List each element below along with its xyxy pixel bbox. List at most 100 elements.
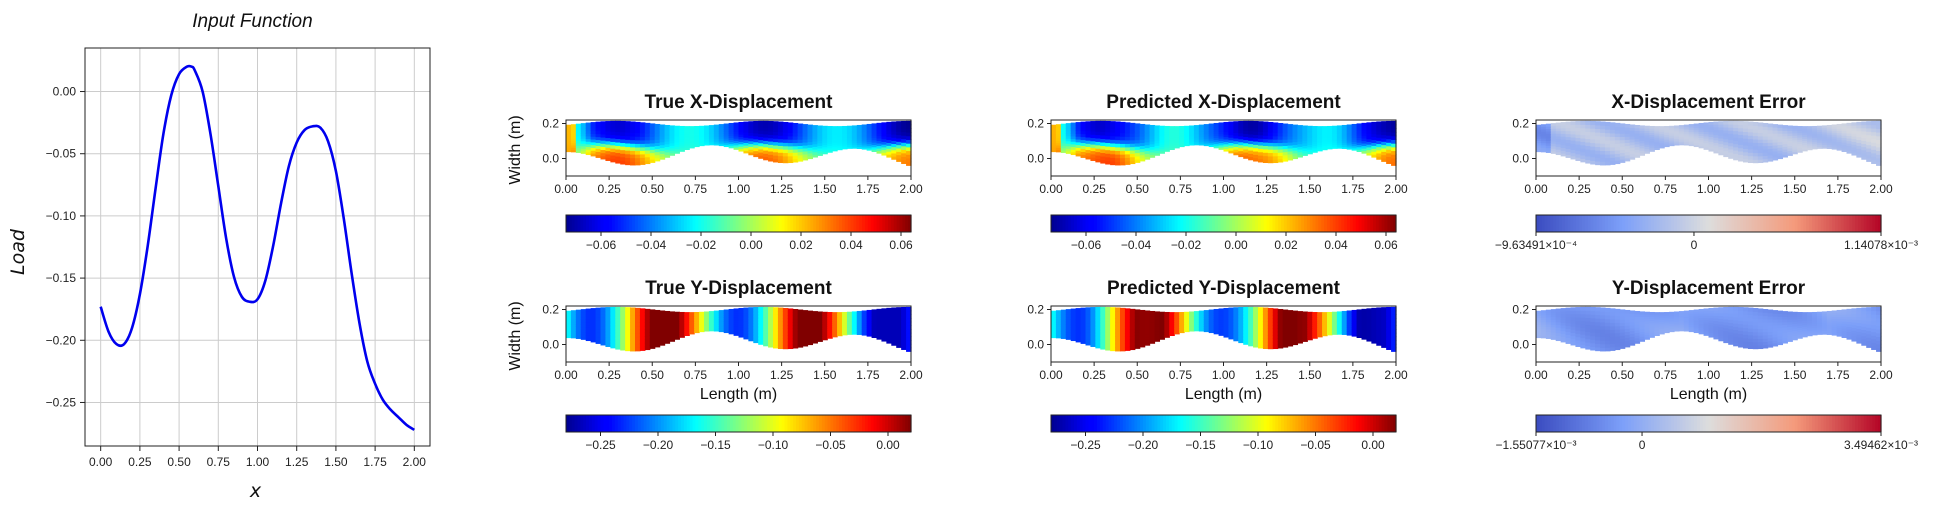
heatmap-cell [906,347,912,352]
heatmap-cell [1208,123,1215,127]
heatmap-cell [1302,145,1308,149]
colorbar-segment [1367,215,1371,232]
heatmap-cell [1149,327,1156,331]
heatmap-cell [876,135,883,139]
heatmap-cell [718,311,725,315]
heatmap-title: True X-Displacement [645,92,834,113]
heatmap-cell [1248,332,1254,337]
heatmap-x-label: Length (m) [700,386,777,403]
heatmap-cell [1179,323,1185,327]
heatmap-cell [1644,146,1650,150]
heatmap-cell [1193,322,1200,325]
heatmap-cell [1733,133,1739,138]
y-tick-label: 0.0 [1027,338,1044,352]
heatmap-cell [817,318,823,323]
colorbar-segment [1217,415,1222,432]
heatmap-cell [846,322,853,326]
heatmap-cell [620,135,626,140]
heatmap-cell [1085,316,1092,321]
colorbar-segment [1062,215,1066,232]
heatmap-cell [871,332,878,336]
heatmap-cell [1747,138,1754,143]
x-tick-label: 2.00 [1869,182,1893,196]
heatmap-cell [1169,333,1175,337]
colorbar-segment [1082,415,1087,432]
heatmap-cell [837,141,843,145]
heatmap-cell [1189,140,1195,143]
heatmap-cell [1713,121,1719,125]
heatmap-cell [812,329,818,333]
heatmap-cell [1139,322,1146,326]
heatmap-cell [782,149,789,154]
heatmap-cell [615,310,621,315]
heatmap-cell [1213,129,1220,132]
heatmap-cell [1228,320,1234,324]
heatmap-cell [1322,316,1328,319]
heatmap-cell [649,319,656,323]
heatmap-cell [1619,155,1626,160]
heatmap-cell [1129,149,1136,154]
heatmap-cell [566,131,572,135]
colorbar-segment [1633,215,1638,232]
heatmap-cell [1277,155,1284,160]
heatmap-cell [1708,126,1715,130]
heatmap-cell [684,135,690,139]
heatmap-cell [723,324,730,328]
heatmap-cell [846,315,853,318]
heatmap-cell [1540,142,1547,146]
heatmap-cell [1292,152,1299,157]
heatmap-cell [1297,130,1303,134]
heatmap-cell [1272,345,1279,350]
heatmap-cell [610,323,616,328]
heatmap-cell [605,157,611,161]
heatmap-cell [1762,148,1769,153]
heatmap-cell [896,320,902,325]
heatmap-cell [1605,150,1611,155]
heatmap-cell [782,328,789,333]
heatmap-cell [1322,135,1328,139]
heatmap-cell [733,308,740,312]
heatmap-cell [1391,329,1397,334]
heatmap-cell [1752,159,1759,164]
heatmap-cell [1292,336,1299,340]
heatmap-cell [1164,330,1170,334]
heatmap-cell [1213,317,1220,320]
heatmap-cell [782,318,789,323]
heatmap-cell [1792,142,1798,145]
heatmap-cell [689,126,695,129]
heatmap-cell [1233,321,1239,325]
heatmap-cell [679,130,685,133]
heatmap-cell [625,153,631,158]
heatmap-cell [1767,129,1774,134]
heatmap-cell [837,327,843,331]
colorbar-segment [1878,215,1882,232]
heatmap-cell [566,129,572,133]
heatmap-cell [822,318,828,322]
heatmap-cell [1307,137,1313,141]
x-tick-label: 1.25 [1740,182,1764,196]
heatmap-cell [1100,124,1106,129]
heatmap-cell [733,147,740,150]
heatmap-cell [1169,321,1175,325]
colorbar-segment [798,415,803,432]
heatmap-cell [777,338,784,343]
heatmap-cell [1297,313,1303,317]
colorbar-segment [632,215,636,232]
heatmap-cell [1550,133,1557,137]
heatmap-cell [1129,126,1136,131]
heatmap-cell [861,314,868,318]
heatmap-cell [876,127,883,131]
x-tick-label: 1.50 [1298,182,1322,196]
colorbar-segment [1315,215,1319,232]
heatmap-cell [1302,338,1308,342]
colorbar-segment [1599,215,1603,232]
heatmap-cell [1159,128,1165,131]
heatmap-cell [1743,155,1749,160]
heatmap-cell [1144,336,1151,340]
heatmap-cell [1336,324,1343,328]
colorbar-segment [1246,215,1250,232]
heatmap-cell [1639,137,1646,141]
heatmap-cell [1366,338,1372,342]
heatmap-cell [1386,124,1392,129]
heatmap-cell [1060,138,1067,141]
